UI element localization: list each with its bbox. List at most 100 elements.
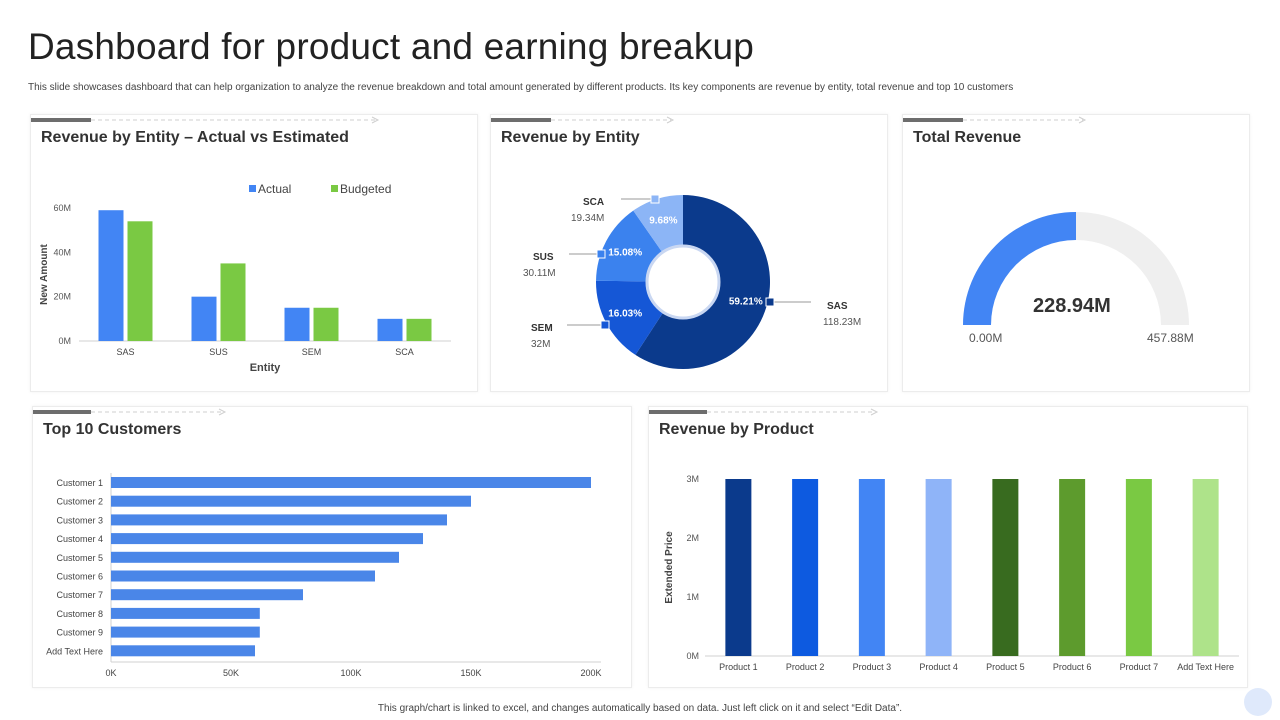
- customer-label: Customer 2: [56, 497, 103, 507]
- title-underline: [31, 116, 380, 124]
- slice-name-label: SAS: [827, 301, 848, 312]
- card-title: Total Revenue: [913, 129, 1022, 146]
- x-tick-label: SEM: [302, 347, 322, 357]
- gauge-min-label: 0.00M: [969, 331, 1003, 345]
- x-tick-label: Product 5: [986, 662, 1025, 672]
- y-tick-label: 3M: [686, 474, 699, 484]
- bar-actual: [377, 318, 403, 341]
- customer-bar: [111, 477, 591, 488]
- customer-bar: [111, 607, 260, 619]
- slice-name-label: SUS: [533, 252, 554, 263]
- customer-label: Add Text Here: [46, 646, 103, 656]
- x-tick-label: 0K: [105, 668, 116, 678]
- title-underline: [491, 116, 675, 124]
- card-title: Revenue by Entity: [501, 129, 640, 146]
- leader-marker: [600, 320, 610, 330]
- x-tick-label: 100K: [340, 668, 361, 678]
- card-title: Revenue by Entity – Actual vs Estimated: [41, 129, 349, 146]
- entity-bar-chart: 0M 20M 40M 60M SAS SUS SEM SCA Entity New Amount A…: [39, 182, 451, 374]
- slice-pct-label: 59.21%: [729, 297, 763, 308]
- donut-slice-sas: [635, 195, 770, 369]
- y-axis-title: New Amount: [39, 243, 50, 304]
- customer-bar: [111, 514, 447, 526]
- entity-donut-chart: 59.21% SAS 118.23M 16.03% SEM 32M 15.08% SUS 30.…: [523, 194, 861, 369]
- y-tick-label: 60M: [53, 203, 71, 213]
- leader-marker: [765, 297, 775, 307]
- card-total-revenue: Total Revenue 228.94M 0.00M 457.88M: [902, 114, 1250, 392]
- customer-bar: [111, 495, 471, 507]
- y-tick-label: 20M: [53, 292, 71, 302]
- slice-pct-label: 16.03%: [608, 309, 642, 320]
- customers-bar-chart: Customer 1 Customer 2 Customer 3 Customer 4…: [46, 473, 602, 678]
- bar-actual: [284, 307, 310, 341]
- donut-slice-sca: [633, 195, 683, 253]
- card-revenue-entity-donut: Revenue by Entity 59.21% SAS 118.23M 16.03%…: [490, 114, 888, 392]
- customer-bar: [111, 551, 399, 563]
- x-tick-label: SAS: [116, 347, 134, 357]
- card-title: Top 10 Customers: [43, 421, 182, 438]
- customer-bar: [111, 626, 260, 638]
- product-bar: [792, 479, 819, 656]
- customer-label: Customer 4: [56, 534, 103, 544]
- card-title: Revenue by Product: [659, 421, 814, 438]
- customer-bar: [111, 570, 375, 582]
- slice-name-label: SCA: [583, 197, 604, 208]
- slice-pct-label: 9.68%: [649, 216, 677, 227]
- title-underline: [649, 408, 879, 416]
- customer-bar: [111, 589, 303, 601]
- slice-value-label: 118.23M: [823, 317, 861, 328]
- legend-label: Budgeted: [340, 182, 391, 196]
- x-tick-label: 150K: [460, 668, 481, 678]
- customer-label: Customer 8: [56, 609, 103, 619]
- bar-budgeted: [406, 318, 432, 341]
- customer-label: Customer 9: [56, 628, 103, 638]
- bar-budgeted: [220, 263, 246, 341]
- product-bar: [725, 479, 752, 656]
- y-axis-title: Extended Price: [664, 531, 675, 604]
- donut-slice-sem: [596, 280, 664, 355]
- gauge-max-label: 457.88M: [1147, 331, 1194, 345]
- slice-value-label: 19.34M: [571, 213, 604, 224]
- slice-name-label: SEM: [531, 323, 553, 334]
- title-underline: [33, 408, 227, 416]
- customer-bar: [111, 645, 255, 657]
- customer-bar: [111, 533, 423, 545]
- leader-marker: [596, 249, 606, 259]
- x-tick-label: Product 3: [853, 662, 892, 672]
- product-bar: [1059, 479, 1086, 656]
- customer-label: Customer 1: [56, 478, 103, 488]
- product-bar-chart: 0M 1M 2M 3M Product 1 Product 2 Product 3 Produ…: [664, 474, 1239, 672]
- x-tick-label: 200K: [580, 668, 601, 678]
- x-axis-title: Entity: [250, 362, 281, 374]
- slice-value-label: 32M: [531, 339, 550, 350]
- x-tick-label: SUS: [209, 347, 228, 357]
- title-underline: [903, 116, 1087, 124]
- card-top-customers: Top 10 Customers Customer 1 Customer 2 Cus…: [32, 406, 632, 688]
- customer-label: Customer 6: [56, 572, 103, 582]
- product-bar: [992, 479, 1019, 656]
- card-revenue-entity-actual: Revenue by Entity – Actual vs Estimated …: [30, 114, 478, 392]
- x-tick-label: Product 6: [1053, 662, 1092, 672]
- x-tick-label: SCA: [395, 347, 414, 357]
- legend-swatch: [331, 185, 338, 192]
- card-revenue-product: Revenue by Product 0M 1M 2M 3M Product 1 Prod…: [648, 406, 1248, 688]
- slice-pct-label: 15.08%: [608, 247, 642, 258]
- bar-budgeted: [313, 307, 339, 341]
- x-tick-label: 50K: [223, 668, 239, 678]
- y-tick-label: 1M: [686, 592, 699, 602]
- product-bar: [1192, 479, 1219, 656]
- x-tick-label: Product 4: [919, 662, 958, 672]
- x-tick-label: Product 7: [1120, 662, 1159, 672]
- page-title: Dashboard for product and earning breaku…: [28, 26, 755, 67]
- x-tick-label: Add Text Here: [1177, 662, 1234, 672]
- bar-actual: [98, 210, 124, 341]
- leader-marker: [650, 194, 660, 204]
- corner-decoration: [1244, 688, 1272, 716]
- page-subtitle: This slide showcases dashboard that can …: [28, 82, 1014, 93]
- product-bar: [858, 479, 885, 656]
- x-tick-label: Product 2: [786, 662, 825, 672]
- donut-inner-ring: [645, 244, 721, 320]
- total-revenue-gauge: [963, 212, 1189, 325]
- bar-budgeted: [127, 221, 153, 341]
- customer-label: Customer 5: [56, 553, 103, 563]
